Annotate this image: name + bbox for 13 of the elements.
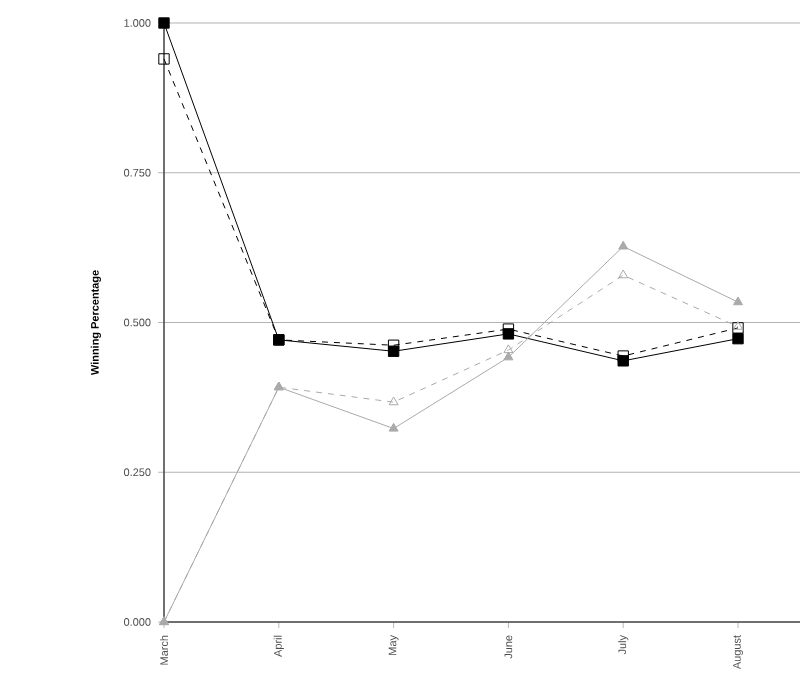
point — [502, 323, 515, 335]
point — [732, 332, 744, 345]
point — [387, 339, 400, 351]
point — [733, 296, 743, 306]
point — [618, 269, 629, 279]
point — [503, 344, 514, 354]
point — [158, 17, 170, 29]
point — [617, 350, 629, 362]
point — [618, 240, 629, 250]
point — [503, 351, 514, 361]
point — [388, 422, 399, 432]
point — [158, 53, 170, 65]
point — [388, 396, 399, 406]
